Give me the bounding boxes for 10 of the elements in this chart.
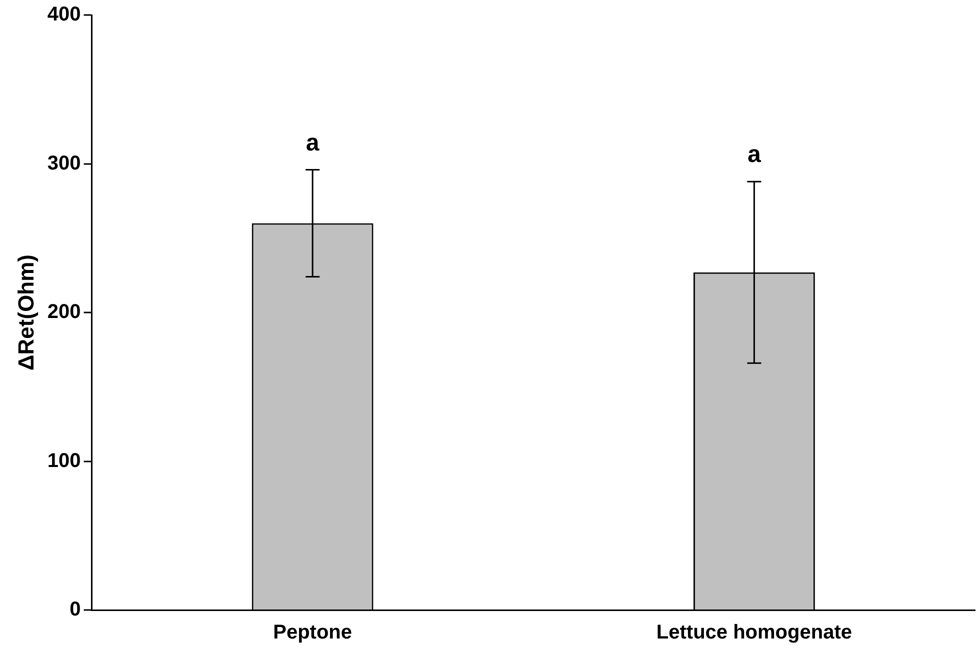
y-tick-label: 200	[47, 301, 81, 324]
x-tick-label: Lettuce homogenate	[656, 622, 852, 644]
y-tick-label: 100	[47, 450, 81, 472]
x-tick-label: Peptone	[273, 622, 352, 644]
y-tick-label: 300	[47, 152, 81, 174]
annotation: a	[306, 129, 320, 156]
y-tick-label: 0	[70, 598, 81, 621]
y-tick-label: 400	[47, 4, 81, 26]
annotation: a	[748, 141, 762, 168]
y-axis-title: ΔRet(Ohm)	[13, 254, 38, 371]
